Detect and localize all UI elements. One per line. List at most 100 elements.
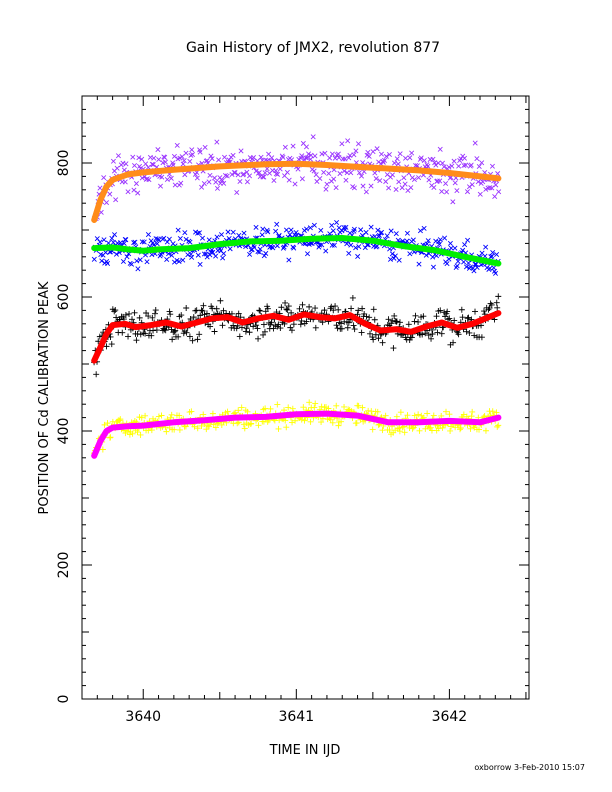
data-point bbox=[459, 314, 466, 321]
data-point bbox=[207, 323, 214, 330]
y-tick-label: 400 bbox=[56, 418, 72, 445]
data-point bbox=[404, 238, 410, 244]
data-point bbox=[465, 237, 471, 243]
data-point bbox=[416, 175, 422, 181]
data-point bbox=[234, 420, 241, 427]
data-point bbox=[421, 158, 427, 164]
data-point bbox=[433, 313, 440, 320]
data-point bbox=[143, 309, 150, 316]
data-point bbox=[242, 328, 249, 335]
data-point bbox=[264, 227, 270, 233]
data-point bbox=[289, 405, 296, 412]
data-point bbox=[284, 306, 291, 313]
data-point bbox=[126, 310, 133, 317]
data-point bbox=[435, 425, 442, 432]
data-point bbox=[358, 329, 365, 336]
data-point bbox=[383, 153, 389, 159]
data-point bbox=[268, 319, 275, 326]
data-point bbox=[139, 239, 145, 245]
series-4-trend-line bbox=[91, 410, 502, 459]
data-point bbox=[310, 134, 316, 140]
data-point bbox=[475, 179, 481, 185]
data-point bbox=[149, 161, 155, 167]
data-point bbox=[469, 408, 476, 415]
data-point bbox=[183, 150, 189, 156]
data-point bbox=[148, 332, 155, 339]
data-point bbox=[275, 425, 282, 432]
data-point bbox=[206, 237, 212, 243]
footer-credit: oxborrow 3-Feb-2010 15:07 bbox=[474, 763, 585, 772]
data-point bbox=[379, 339, 386, 346]
data-point bbox=[323, 248, 329, 254]
data-point bbox=[370, 149, 376, 155]
data-point bbox=[473, 261, 479, 267]
data-point bbox=[176, 258, 182, 265]
data-point bbox=[273, 171, 279, 177]
data-point bbox=[494, 304, 501, 311]
data-point bbox=[414, 163, 420, 169]
data-point bbox=[472, 140, 478, 146]
data-point bbox=[306, 303, 313, 310]
axis-ticks: 3640 3641 3642 0 200 400 600 800 bbox=[56, 95, 529, 725]
data-point bbox=[244, 169, 250, 175]
data-point bbox=[306, 399, 313, 406]
data-point bbox=[472, 261, 478, 267]
data-point bbox=[451, 317, 458, 324]
data-point bbox=[292, 417, 299, 424]
data-point bbox=[256, 170, 262, 176]
data-point bbox=[190, 152, 196, 158]
data-point bbox=[377, 178, 383, 184]
data-point bbox=[112, 307, 119, 314]
data-point bbox=[261, 328, 268, 335]
data-point bbox=[120, 258, 126, 264]
data-point bbox=[110, 239, 116, 245]
y-tick-label: 0 bbox=[56, 695, 72, 704]
data-point bbox=[291, 245, 297, 251]
data-point bbox=[139, 156, 145, 162]
data-point bbox=[182, 230, 188, 236]
data-point bbox=[442, 313, 449, 320]
data-point bbox=[282, 417, 289, 424]
data-point bbox=[250, 323, 257, 330]
x-tick-label: 3642 bbox=[432, 709, 468, 725]
data-point bbox=[281, 320, 288, 327]
data-point bbox=[396, 424, 403, 431]
data-point bbox=[331, 176, 337, 182]
data-point bbox=[461, 259, 467, 265]
data-point bbox=[462, 242, 468, 248]
data-point bbox=[485, 185, 491, 191]
data-point bbox=[237, 178, 243, 184]
data-point bbox=[262, 405, 269, 412]
data-point bbox=[345, 138, 351, 144]
data-point bbox=[493, 409, 500, 416]
data-point bbox=[401, 175, 407, 181]
data-point bbox=[375, 335, 382, 342]
data-point bbox=[348, 242, 354, 248]
data-point bbox=[490, 250, 496, 256]
data-point bbox=[282, 144, 288, 150]
data-point bbox=[344, 241, 350, 247]
data-point bbox=[300, 404, 307, 411]
data-point bbox=[492, 194, 498, 200]
data-point bbox=[481, 308, 488, 315]
data-point bbox=[389, 251, 395, 257]
data-point bbox=[240, 421, 247, 428]
data-point bbox=[195, 252, 201, 258]
data-point bbox=[243, 325, 250, 332]
data-point bbox=[450, 199, 456, 205]
data-point bbox=[311, 404, 318, 411]
data-point bbox=[333, 402, 340, 409]
data-point bbox=[97, 239, 103, 245]
data-point bbox=[299, 176, 305, 182]
data-point bbox=[461, 162, 467, 169]
data-point bbox=[343, 177, 349, 183]
data-point bbox=[386, 185, 392, 191]
data-point bbox=[439, 160, 446, 166]
data-point bbox=[275, 321, 282, 328]
data-point bbox=[107, 191, 113, 197]
data-point bbox=[99, 446, 106, 453]
data-point bbox=[317, 175, 323, 182]
data-point bbox=[393, 231, 399, 237]
data-point bbox=[158, 412, 165, 419]
